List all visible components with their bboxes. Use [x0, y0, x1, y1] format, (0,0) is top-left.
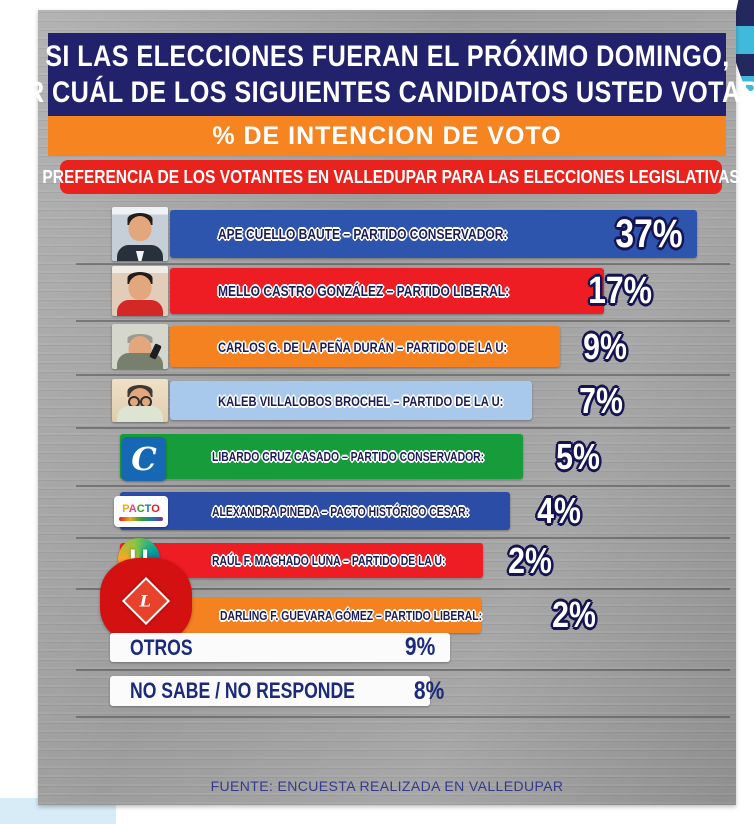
candidate-label: ALEXANDRA PINEDA – PACTO HISTÓRICO CESAR…	[212, 503, 470, 519]
candidate-value: 7%	[578, 379, 623, 421]
no-sabe-value: 8%	[414, 676, 445, 705]
title-line-1: SI LAS ELECCIONES FUERAN EL PRÓXIMO DOMI…	[44, 39, 730, 73]
row-divider	[76, 485, 730, 487]
result-bar: MELLO CASTRO GONZÁLEZ – PARTIDO LIBERAL:…	[170, 268, 652, 314]
no-sabe-label: NO SABE / NO RESPONDE	[130, 678, 355, 703]
candidate-value: 17%	[587, 269, 652, 312]
partido-liberal-logo-icon: L	[100, 558, 192, 644]
row-divider	[76, 374, 730, 376]
candidate-label: LIBARDO CRUZ CASADO – PARTIDO CONSERVADO…	[212, 449, 485, 464]
candidate-label: KALEB VILLALOBOS BROCHEL – PARTIDO DE LA…	[218, 392, 504, 409]
row-divider	[76, 320, 730, 322]
candidate-value: 2%	[551, 594, 596, 635]
poll-card: SI LAS ELECCIONES FUERAN EL PRÓXIMO DOMI…	[0, 10, 754, 805]
row-divider	[76, 537, 730, 539]
row-divider	[76, 588, 730, 590]
candidate-label: RAÚL F. MACHADO LUNA – PARTIDO DE LA U:	[212, 553, 446, 568]
candidate-label: MELLO CASTRO GONZÁLEZ – PARTIDO LIBERAL:	[218, 282, 510, 300]
result-bar: OTROS 9%	[110, 633, 450, 662]
result-bar: ALEXANDRA PINEDA – PACTO HISTÓRICO CESAR…	[120, 490, 581, 531]
otros-value: 9%	[404, 633, 436, 661]
partido-conservador-logo-icon: C	[122, 437, 166, 481]
candidate-label: CARLOS G. DE LA PEÑA DURÁN – PARTIDO DE …	[218, 338, 508, 355]
candidate-value: 5%	[556, 435, 601, 477]
candidate-photo-icon	[112, 324, 168, 369]
row-divider	[76, 716, 730, 718]
result-bar: LIBARDO CRUZ CASADO – PARTIDO CONSERVADO…	[120, 434, 600, 479]
source-footer: FUENTE: ENCUESTA REALIZADA EN VALLEDUPAR	[38, 778, 736, 794]
row-divider	[76, 669, 730, 671]
result-bar: CARLOS G. DE LA PEÑA DURÁN – PARTIDO DE …	[170, 326, 627, 367]
candidate-photo-icon	[112, 207, 168, 261]
candidate-value: 9%	[583, 325, 628, 367]
pacto-historico-logo-icon: PACTO	[114, 496, 168, 527]
candidate-label: APE CUELLO BAUTE – PARTIDO CONSERVADOR:	[218, 225, 508, 243]
row-divider	[76, 263, 730, 265]
poll-title-banner: SI LAS ELECCIONES FUERAN EL PRÓXIMO DOMI…	[0, 33, 754, 116]
candidate-value: 2%	[507, 539, 552, 581]
candidate-value: 37%	[615, 211, 683, 256]
context-banner: PREFERENCIA DE LOS VOTANTES EN VALLEDUPA…	[42, 160, 740, 194]
context-banner-text: PREFERENCIA DE LOS VOTANTES EN VALLEDUPA…	[42, 166, 740, 187]
subtitle-banner: % DE INTENCION DE VOTO	[48, 116, 726, 156]
otros-label: OTROS	[130, 634, 193, 660]
result-bar: KALEB VILLALOBOS BROCHEL – PARTIDO DE LA…	[170, 380, 623, 421]
row-divider	[76, 427, 730, 429]
result-bar: NO SABE / NO RESPONDE 8%	[110, 676, 444, 706]
result-bar: APE CUELLO BAUTE – PARTIDO CONSERVADOR: …	[170, 210, 697, 258]
candidate-photo-icon	[112, 379, 168, 422]
source-text: FUENTE: ENCUESTA REALIZADA EN VALLEDUPAR	[210, 778, 564, 794]
subtitle-text: % DE INTENCION DE VOTO	[212, 121, 562, 150]
candidate-value: 4%	[537, 490, 582, 531]
candidate-photo-icon	[112, 266, 168, 316]
candidate-label: DARLING F. GUEVARA GÓMEZ – PARTIDO LIBER…	[220, 607, 483, 623]
title-line-2: ¿POR CUÁL DE LOS SIGUIENTES CANDIDATOS U…	[0, 75, 754, 109]
